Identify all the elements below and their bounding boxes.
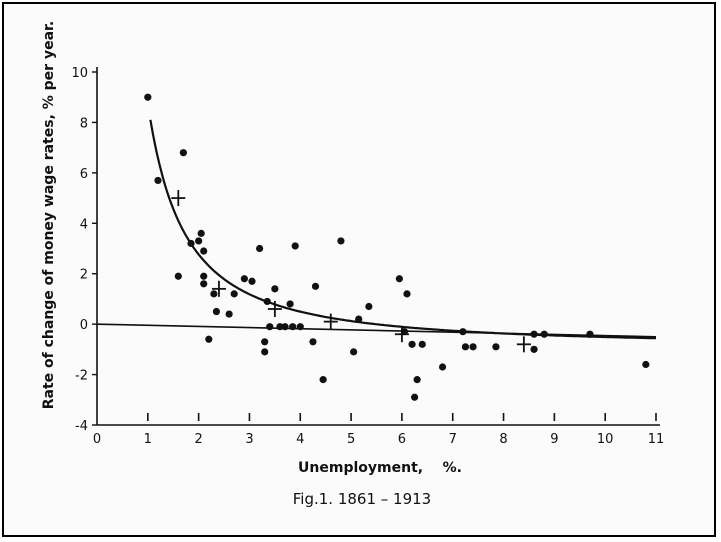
data-point [642,360,650,369]
x-tick-label: 5 [347,432,355,447]
data-point [350,348,358,356]
data-point [418,340,426,348]
data-point [179,149,187,157]
data-point [286,300,294,308]
data-point [144,93,152,101]
x-tick-label: 11 [648,432,665,447]
data-point [263,297,271,306]
data-point [586,330,594,338]
x-tick-label: 6 [398,432,406,447]
y-tick-label: 6 [80,167,88,182]
data-point [212,307,221,316]
data-point [200,280,208,288]
data-point [289,323,297,331]
data-point [296,323,304,331]
data-point [403,290,411,298]
y-tick-label: 0 [80,318,88,333]
y-tick-label: 2 [80,268,88,283]
data-point [461,343,470,351]
data-point [408,340,416,348]
data-point [309,338,317,346]
data-point [195,237,203,245]
data-point [530,345,538,353]
x-axis-label: Unemployment, %. [298,460,462,476]
reference-line [96,323,657,338]
cross-marker [267,301,282,318]
cross-marker [211,280,226,297]
data-points [144,93,650,401]
y-ticks: -4 -2 0 2 4 6 8 10 [71,66,97,434]
data-point [261,348,269,356]
fitted-curve [149,119,656,340]
data-point [395,275,403,283]
data-point [205,335,213,343]
fitted-curve-path [149,119,656,340]
x-tick-label: 2 [194,432,202,447]
x-tick-label: 1 [144,432,152,447]
figure-caption: Fig.1. 1861 – 1913 [293,490,431,508]
data-point [200,247,208,255]
x-tick-label: 10 [597,432,614,447]
data-point [225,310,233,318]
x-tick-label: 8 [499,432,507,447]
data-point [230,290,238,298]
y-tick-label: -2 [75,369,88,384]
data-point [291,242,299,250]
x-tick-label: 9 [550,432,558,447]
data-point [256,244,264,253]
data-point [276,323,284,331]
near-horizontal-line [96,323,657,338]
cross-marker [323,313,338,330]
x-tick-label: 7 [449,432,457,447]
y-tick-label: 10 [71,66,88,81]
data-point [261,338,269,346]
x-ticks: 0 1 2 3 4 5 6 7 8 9 10 11 [93,413,664,447]
data-point [266,323,274,331]
data-point [459,328,467,336]
cross-marker [516,336,531,353]
data-point [174,272,182,280]
figure-frame [2,2,716,537]
x-tick-label: 4 [296,432,304,447]
x-tick-label: 0 [93,432,101,447]
data-point [413,376,421,384]
cross-markers [171,190,531,353]
x-tick-label: 3 [245,432,253,447]
data-point [365,302,373,311]
data-point [492,343,500,351]
y-tick-label: 8 [80,116,88,131]
data-point [311,282,320,290]
data-point [187,239,195,248]
data-point [281,323,289,331]
data-point [319,376,327,384]
data-point [210,290,218,298]
y-tick-label: -4 [75,419,88,434]
y-axis-label: Rate of change of money wage rates, % pe… [41,21,57,410]
data-point [200,272,208,280]
data-point [240,275,248,283]
data-point [248,277,256,285]
data-point [540,330,548,338]
data-point [438,363,447,371]
cross-marker [394,326,409,343]
data-point [469,343,477,351]
data-point [355,315,363,323]
data-point [337,237,345,245]
cross-marker [171,190,186,207]
data-point [154,176,162,185]
data-point [411,393,419,401]
data-point [271,285,279,293]
y-tick-label: 4 [80,217,88,232]
data-point [530,330,538,338]
axes [96,67,660,426]
data-point [197,229,205,237]
